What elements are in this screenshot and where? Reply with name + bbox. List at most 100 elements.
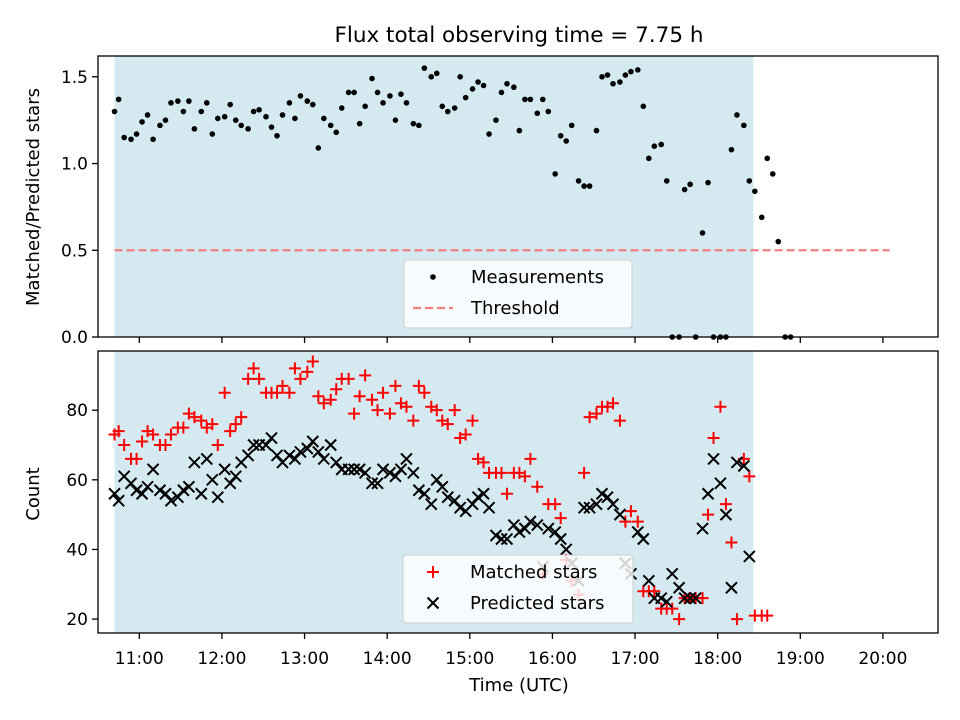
predicted-star-point [678,591,691,605]
matched-star-point [448,404,461,417]
predicted-star-point [601,491,614,504]
x-axis-label: Time (UTC) [468,675,569,696]
predicted-star-point [200,452,213,466]
measurement-point [203,100,210,106]
measurement-point [699,230,706,236]
predicted-star-point [631,525,645,539]
x-tick-label: 14:00 [363,649,412,669]
predicted-star-point [324,438,337,452]
matched-star-point [294,372,307,385]
matched-star-point [466,414,479,427]
matched-star-point [377,386,390,399]
measurement-point [168,100,174,106]
measurement-point [486,131,492,137]
matched-star-point [761,609,774,622]
predicted-star-point [124,477,138,490]
measurement-point [150,136,156,143]
matched-star-point [276,379,289,392]
matched-star-point [195,414,208,427]
matched-star-point [235,411,248,424]
predicted-star-point [477,487,490,500]
predicted-star-point [548,525,562,539]
measurement-point [121,134,127,141]
matched-star-point [130,452,143,465]
measurement-point [144,112,151,118]
legend-label: Predicted stars [470,593,604,614]
measurement-point [356,120,363,127]
predicted-star-point [130,484,143,497]
matched-star-point [288,362,301,375]
measurement-point [539,96,546,103]
series-predicted-stars [108,431,756,608]
predicted-star-point [135,487,149,500]
matched-star-point [613,414,626,427]
matched-star-point [495,466,508,479]
predicted-star-point [660,595,673,608]
measurement-point [256,106,262,113]
matched-star-point [253,372,266,385]
predicted-star-point [347,463,361,476]
y-tick-label: 40 [66,540,88,560]
predicted-star-point [730,456,744,469]
predicted-star-point [306,435,320,448]
predicted-star-point [425,497,438,511]
measurement-point [297,93,304,99]
matched-star-point [407,414,420,427]
measurement-point [215,115,221,122]
matched-star-point [648,585,661,598]
matched-star-point [459,428,472,441]
predicted-star-point [725,581,738,594]
predicted-star-point [524,515,537,528]
measurement-point [728,146,735,153]
measurement-point [622,72,629,78]
measurement-point [593,127,600,134]
matched-star-point [730,613,743,626]
measurement-point [175,98,181,104]
predicted-star-point [590,497,603,511]
measurement-point [428,74,435,80]
predicted-star-point [182,480,196,493]
measurement-point [327,122,334,129]
measurement-point [238,122,245,129]
predicted-star-point [577,501,591,514]
predicted-star-point [317,452,331,466]
predicted-star-point [453,501,467,514]
matched-star-point [211,439,224,451]
measurement-point [245,126,251,132]
measurement-point [268,124,275,130]
measurement-point [416,122,422,129]
predicted-star-point [606,497,620,511]
matched-star-point [631,515,644,528]
measurement-point [568,122,575,129]
series-measurements [111,65,794,340]
measurement-point [493,117,499,123]
predicted-star-point [436,480,449,493]
matched-star-point [118,439,131,451]
predicted-star-point [259,438,273,452]
y-tick-label: 20 [66,610,88,630]
predicted-star-point [672,581,686,594]
measurement-point [374,89,381,96]
matched-star-point [312,390,325,403]
predicted-star-point [518,522,532,535]
measurement-point [227,101,233,108]
predicted-star-point [400,452,413,466]
predicted-star-point [696,522,709,535]
measurement-point [403,100,410,106]
predicted-star-point [383,466,397,480]
measurement-point [345,89,352,96]
measurement-point [387,93,393,99]
matched-star-point [159,439,172,451]
predicted-star-point [466,497,479,511]
axes-frame [97,350,939,634]
matched-star-point [666,602,679,615]
predicted-star-point [141,480,154,493]
measurement-point [604,72,611,78]
matched-star-point [707,432,720,445]
predicted-star-point [714,477,727,490]
matched-star-point [400,400,413,413]
predicted-star-point [613,508,627,521]
predicted-star-point [407,466,420,480]
measurement-point [646,155,652,162]
